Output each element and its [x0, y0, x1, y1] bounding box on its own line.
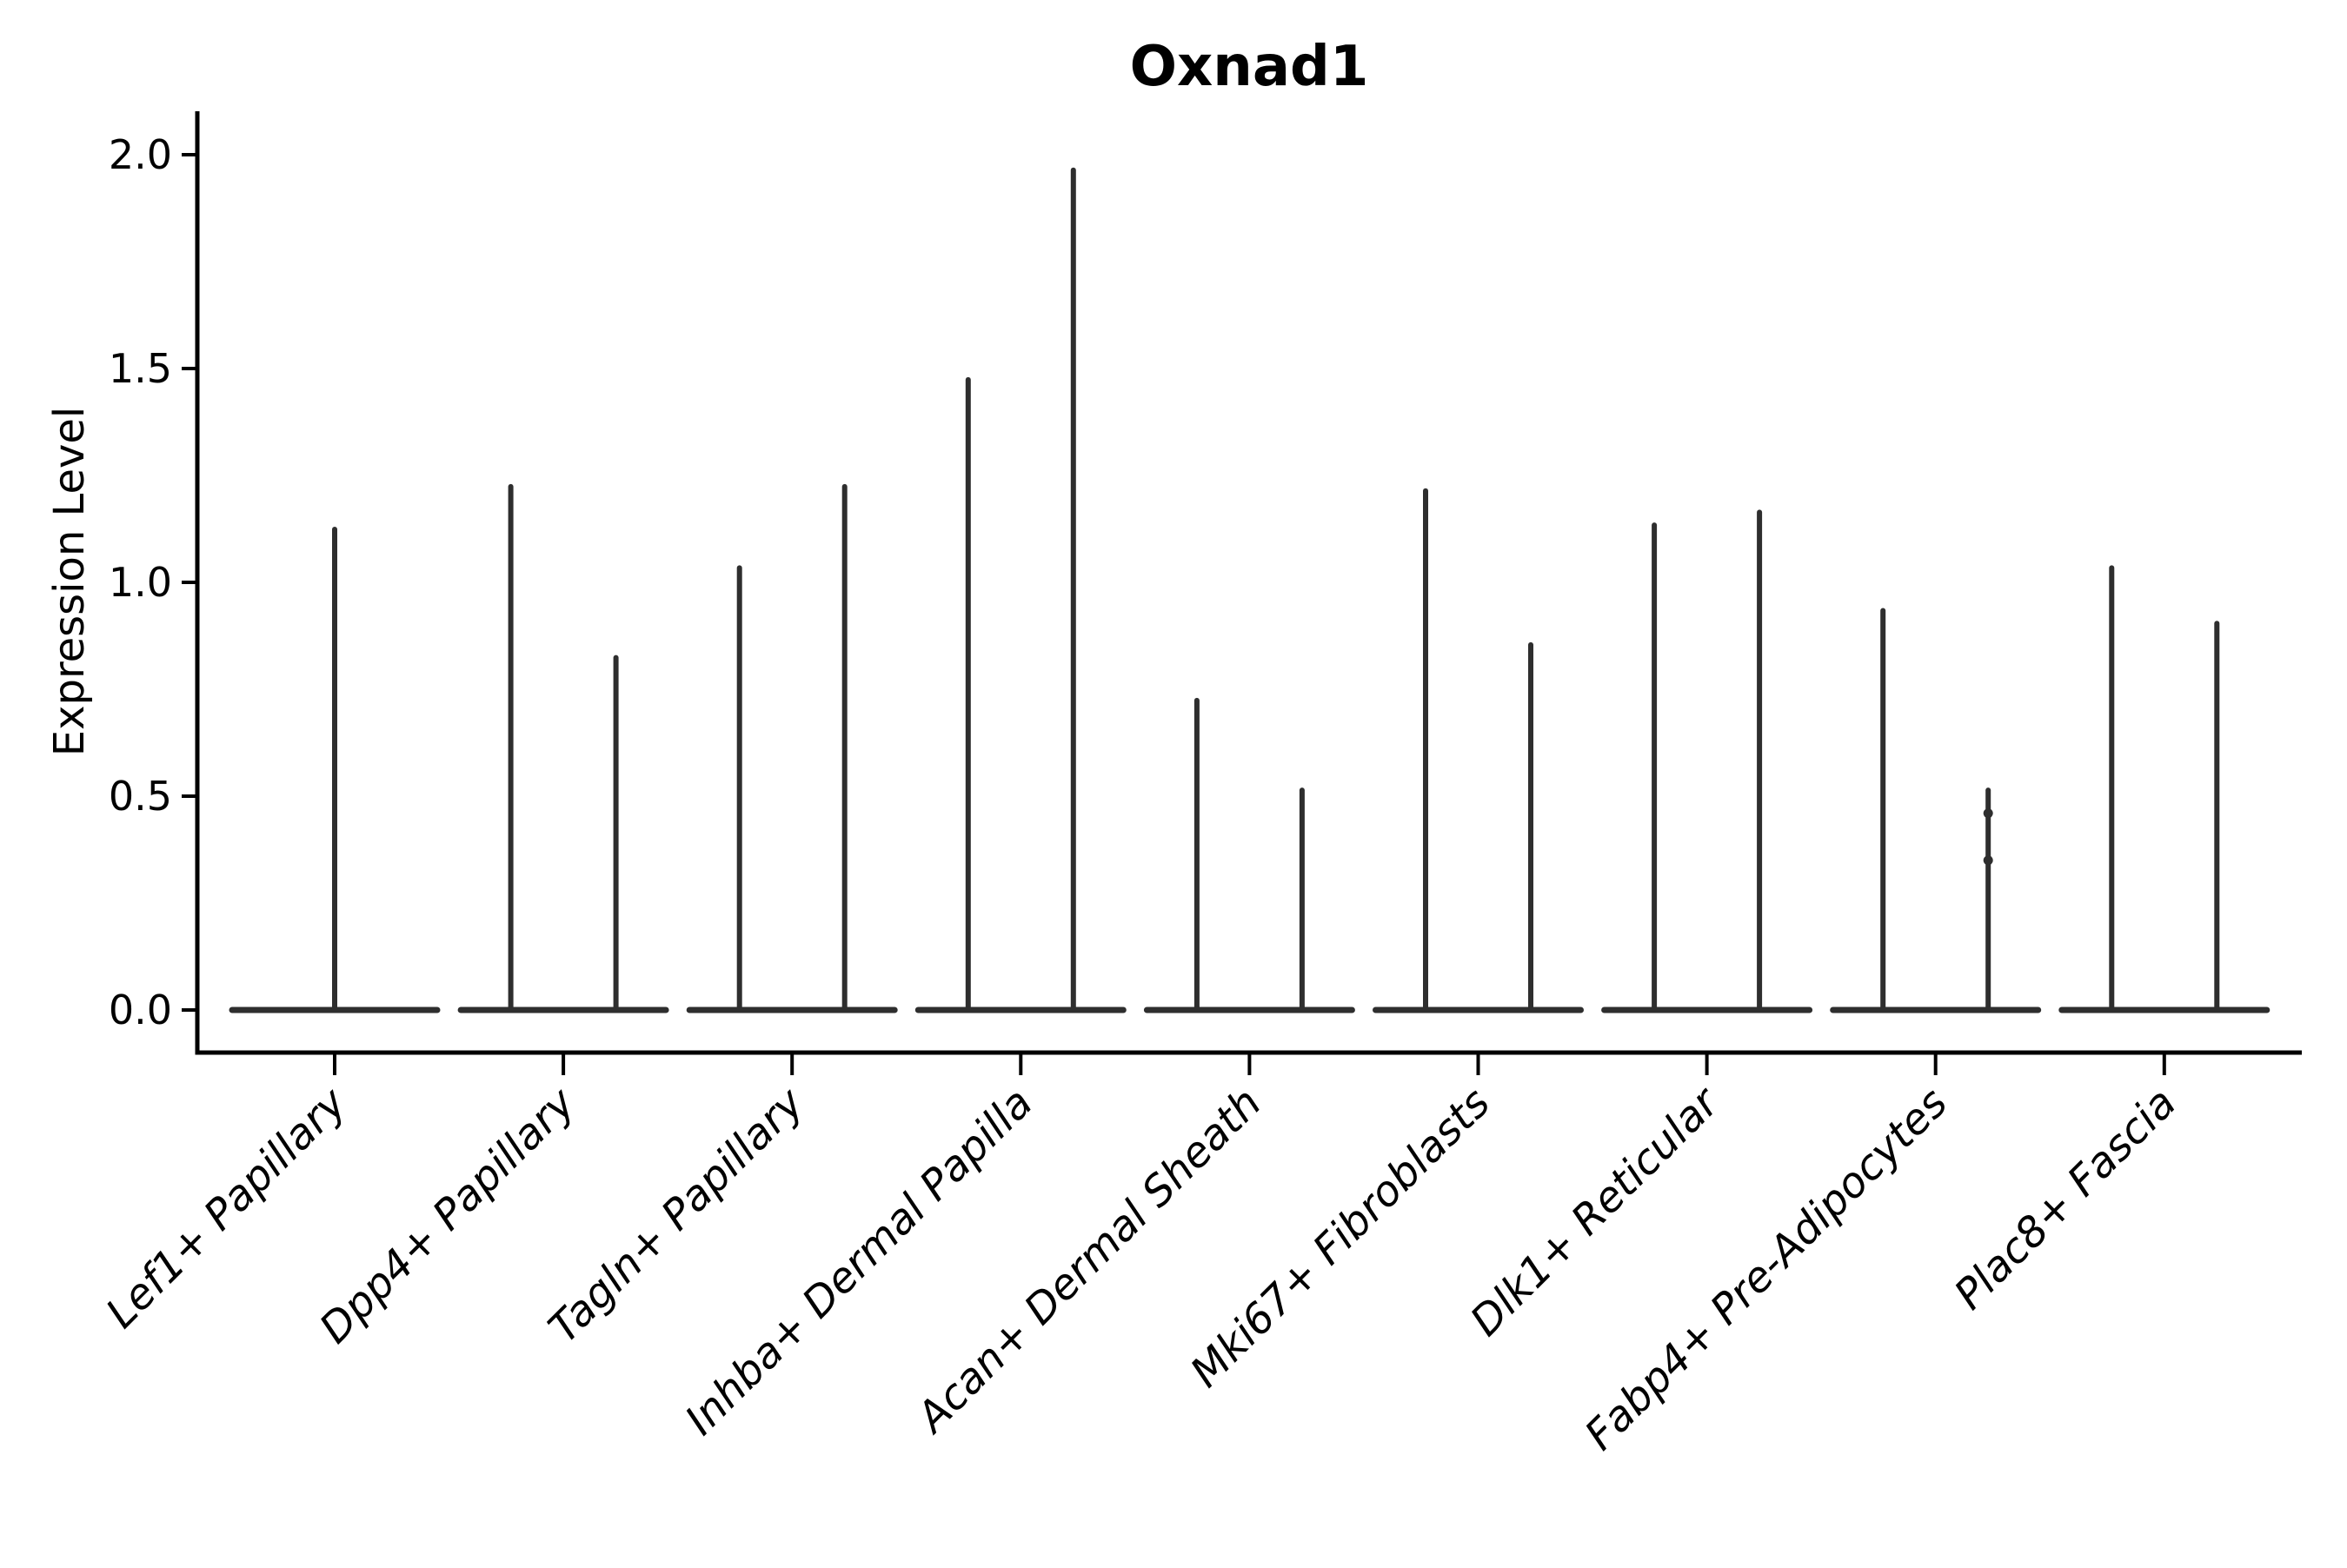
y-ticks-group: 0.0 0.5 1.0 1.5 2.0: [109, 131, 197, 1033]
y-axis-label: Expression Level: [45, 407, 94, 757]
y-tick-label: 1.5: [109, 345, 172, 392]
jitter-point: [1983, 808, 1993, 819]
violin-base: [2058, 1007, 2271, 1013]
x-tick-label: Fabp4+ Pre-Adipocytes: [1576, 1079, 1958, 1460]
x-tick-label: Lef1+ Papillary: [96, 1078, 356, 1338]
x-ticks-group: [333, 1053, 2166, 1075]
violin-base: [686, 1007, 898, 1013]
violin-base: [914, 1007, 1127, 1013]
violins-group: [229, 167, 2271, 1013]
x-tick-label: Tagln+ Papillary: [539, 1078, 814, 1352]
y-tick-label: 1.0: [109, 559, 172, 606]
violin-base: [1373, 1007, 1584, 1013]
violin-base: [1830, 1007, 2042, 1013]
violin-base: [1601, 1007, 1813, 1013]
y-tick-label: 0.5: [109, 773, 172, 820]
violin-base: [457, 1007, 669, 1013]
x-tick-label: Plac8+ Fascia: [1945, 1079, 2186, 1319]
y-tick-label: 2.0: [109, 131, 172, 178]
violin-base: [1143, 1007, 1355, 1013]
x-tick-label: Dlk1+ Reticular: [1461, 1077, 1731, 1346]
jitter-point: [1983, 855, 1993, 866]
y-tick-label: 0.0: [109, 987, 172, 1033]
chart-title: Oxnad1: [1130, 35, 1369, 99]
x-tick-label: Dpp4+ Papillary: [310, 1078, 585, 1352]
